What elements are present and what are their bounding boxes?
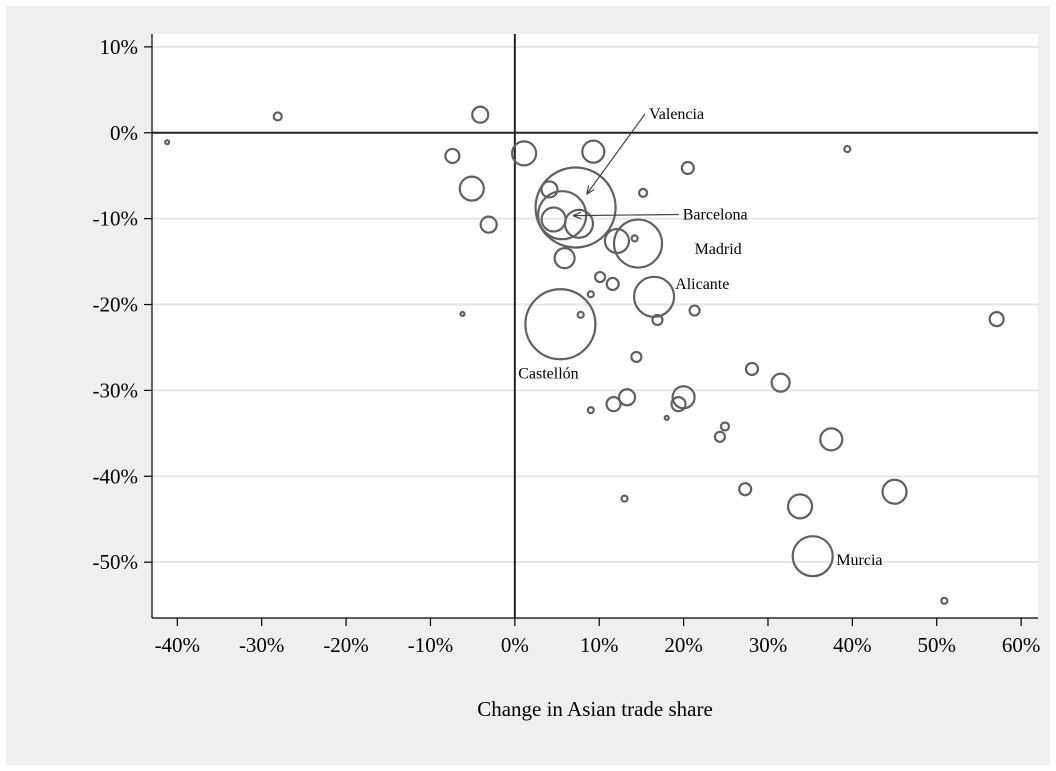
data-point: [713, 430, 726, 443]
x-tick-label: -40%: [155, 633, 201, 657]
x-axis-title: Change in Asian trade share: [477, 697, 713, 721]
data-point: [471, 105, 490, 124]
x-tick-label: 0%: [501, 633, 529, 657]
data-point: [458, 175, 485, 202]
scatter-chart: 10% 0% -10% -20% -30% -40% -50% -40% -30% -20% -10…: [93, 34, 1041, 721]
y-tick-label: 10%: [100, 35, 139, 59]
y-tick-label: -50%: [93, 550, 139, 574]
data-point: [630, 234, 639, 243]
data-point: [553, 247, 576, 270]
y-tick-label: -10%: [93, 207, 139, 231]
data-point: [617, 388, 637, 407]
y-tick-label: -20%: [93, 293, 139, 317]
data-point: [786, 493, 814, 520]
data-point: [534, 166, 617, 249]
data-point: [612, 218, 664, 269]
data-point: [524, 288, 597, 361]
annotation-label: Barcelona: [683, 207, 748, 224]
axes: 10% 0% -10% -20% -30% -40% -50% -40% -30% -20% -10…: [93, 34, 1041, 657]
data-point: [843, 144, 852, 154]
data-point: [770, 372, 791, 393]
x-tick-label: 10%: [580, 633, 619, 657]
x-tick-label: -10%: [408, 633, 454, 657]
x-tick-label: -20%: [323, 633, 369, 657]
data-point: [164, 139, 171, 146]
data-point: [819, 427, 844, 452]
data-point: [688, 304, 701, 317]
x-tick-label: 20%: [664, 633, 703, 657]
y-tick-label: 0%: [110, 121, 138, 145]
data-point: [540, 206, 567, 233]
data-point: [586, 406, 595, 415]
data-point: [881, 478, 908, 505]
annotation-label: Madrid: [695, 241, 742, 258]
x-tick-label: -30%: [239, 633, 285, 657]
annotations: Barcelona Valencia Madrid Alicante Castellón…: [518, 106, 882, 569]
reference-lines: [152, 34, 1038, 618]
data-point: [620, 494, 629, 503]
data-point: [479, 215, 498, 234]
annotation-arrow: [587, 113, 646, 194]
data-point: [651, 313, 664, 327]
x-tick-label: 30%: [749, 633, 788, 657]
data-point: [459, 310, 466, 318]
data-point: [581, 139, 606, 164]
data-point: [605, 396, 622, 413]
data-point: [637, 187, 649, 198]
x-tick-label: 50%: [917, 633, 956, 657]
data-point: [603, 227, 631, 255]
data-point: [630, 350, 643, 364]
data-point: [586, 290, 595, 299]
data-point: [444, 147, 461, 165]
data-point: [605, 276, 620, 292]
data-point: [940, 596, 949, 605]
annotation-label: Murcia: [836, 552, 882, 569]
data-point: [593, 270, 607, 284]
chart-background: 10% 0% -10% -20% -30% -40% -50% -40% -30% -20% -10…: [6, 6, 1050, 765]
data-point: [719, 421, 731, 432]
annotation-label: Valencia: [649, 106, 704, 123]
data-point: [540, 180, 559, 199]
data-point: [663, 414, 670, 421]
data-point: [576, 310, 585, 319]
data-point: [738, 482, 753, 497]
y-tick-label: -40%: [93, 464, 139, 488]
data-points: [164, 105, 1005, 605]
data-point: [272, 111, 283, 122]
x-tick-label: 40%: [833, 633, 872, 657]
annotation-arrow: [574, 215, 679, 216]
data-point: [670, 396, 687, 413]
data-point: [511, 140, 538, 167]
y-tick-label: -30%: [93, 378, 139, 402]
x-tick-label: 60%: [1002, 633, 1041, 657]
data-point: [791, 535, 834, 578]
annotation-label: Castellón: [518, 365, 578, 382]
data-point: [680, 160, 695, 176]
annotation-label: Alicante: [675, 276, 729, 293]
data-point: [988, 311, 1005, 328]
data-point: [744, 361, 760, 377]
